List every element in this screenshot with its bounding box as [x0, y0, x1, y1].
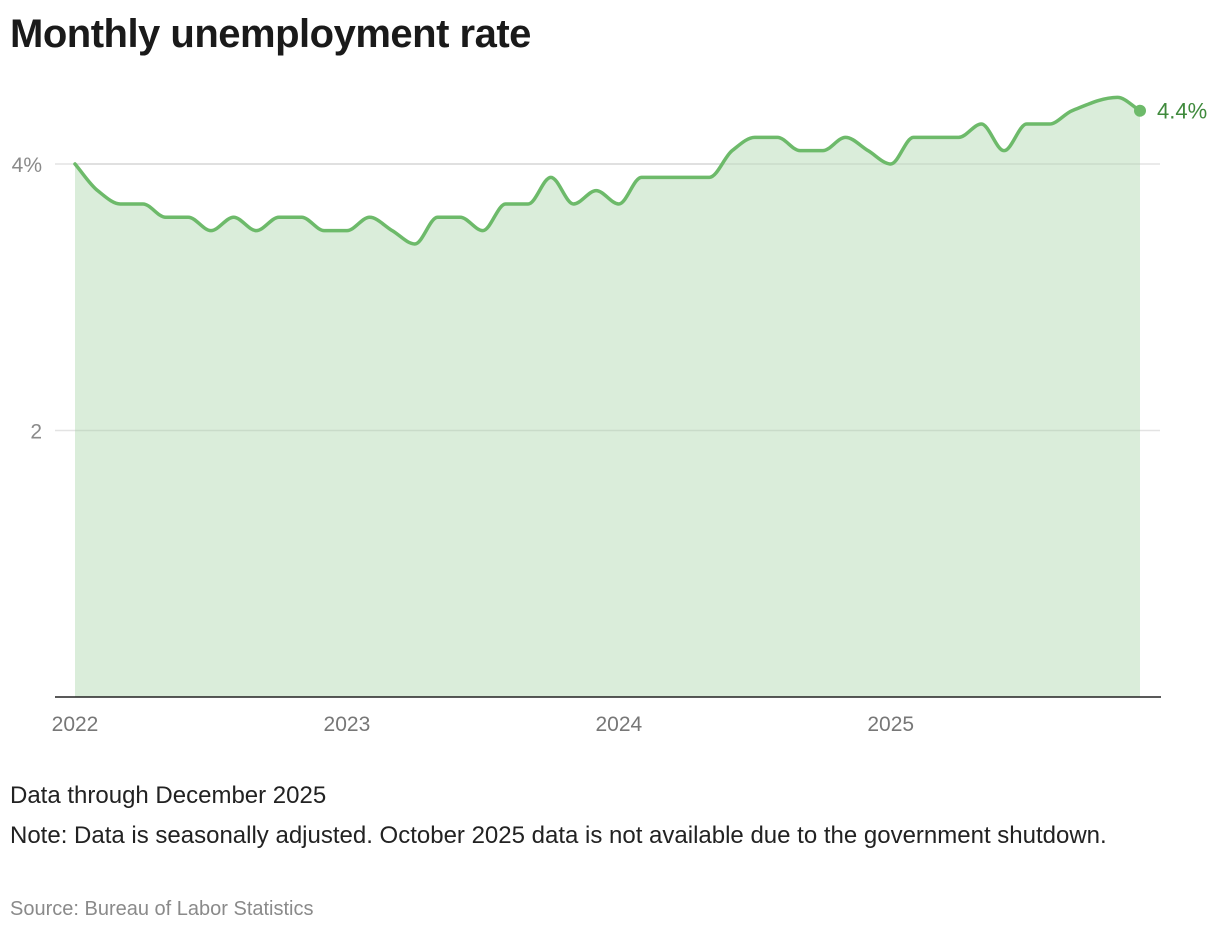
- area-fill: [75, 97, 1140, 697]
- y-tick-label: 4%: [12, 154, 42, 177]
- series-line: [73, 95, 1142, 246]
- data-point: [1134, 104, 1146, 117]
- source-note: Source: Bureau of Labor Statistics: [10, 898, 314, 920]
- x-tick-label: 2022: [52, 713, 99, 736]
- y-tick-label: 2: [30, 421, 42, 444]
- x-tick-label: 2024: [595, 713, 642, 736]
- x-tick-label: 2023: [324, 713, 371, 736]
- x-tick-label: 2025: [867, 713, 914, 736]
- chart-title: Monthly unemployment rate: [10, 12, 531, 56]
- seasonal-adjustment-note: Note: Data is seasonally adjusted. Octob…: [10, 822, 1107, 849]
- data-through-note: Data through December 2025: [10, 782, 327, 809]
- unemployment-area-chart: 2 4% 4.4% 2022 2023 2024 2025: [12, 95, 1207, 736]
- end-value-label: 4.4%: [1157, 99, 1207, 124]
